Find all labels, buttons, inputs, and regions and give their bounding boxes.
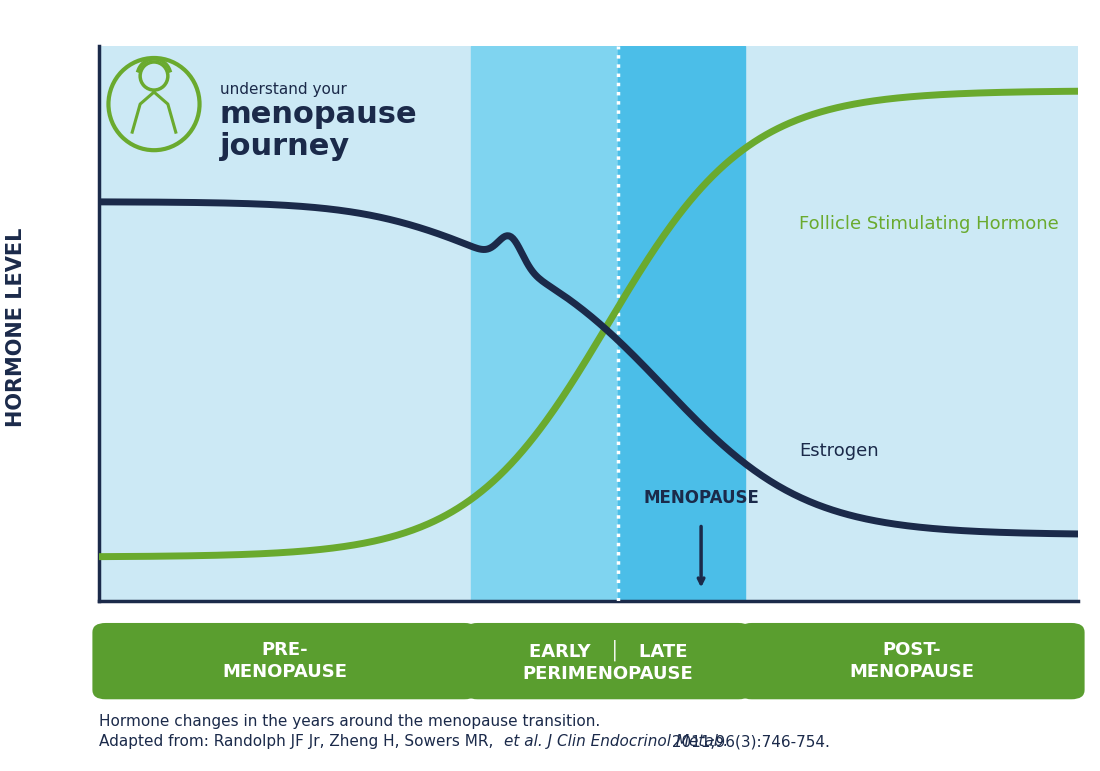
Text: Estrogen: Estrogen: [799, 443, 879, 460]
Text: HORMONE LEVEL: HORMONE LEVEL: [7, 228, 26, 427]
Text: 2011;96(3):746-754.: 2011;96(3):746-754.: [667, 735, 829, 749]
Text: Follicle Stimulating Hormone: Follicle Stimulating Hormone: [799, 215, 1058, 233]
Text: et al. J Clin Endocrinol Metab.: et al. J Clin Endocrinol Metab.: [504, 735, 728, 749]
Text: Adapted from: Randolph JF Jr, Zheng H, Sowers MR,: Adapted from: Randolph JF Jr, Zheng H, S…: [99, 735, 498, 749]
Text: understand your: understand your: [220, 82, 346, 97]
Text: PRE-
MENOPAUSE: PRE- MENOPAUSE: [222, 641, 348, 681]
Text: menopause
journey: menopause journey: [220, 100, 418, 160]
Text: POST-
MENOPAUSE: POST- MENOPAUSE: [849, 641, 975, 681]
Text: MENOPAUSE: MENOPAUSE: [644, 489, 759, 507]
Bar: [618, 46, 745, 601]
Text: EARLY   │   LATE
PERIMENOPAUSE: EARLY │ LATE PERIMENOPAUSE: [522, 640, 693, 682]
Bar: [471, 46, 618, 601]
Text: Hormone changes in the years around the menopause transition.: Hormone changes in the years around the …: [99, 714, 601, 729]
